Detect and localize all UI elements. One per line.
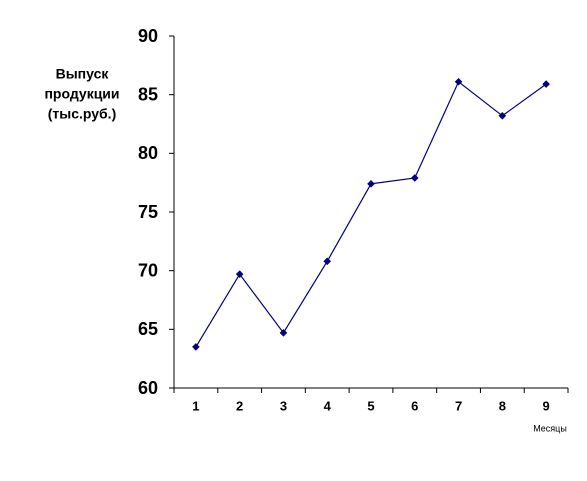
y-tick-label: 90 xyxy=(138,26,158,46)
point xyxy=(323,257,332,266)
x-tick-label: 8 xyxy=(499,398,506,413)
point xyxy=(542,80,550,88)
point xyxy=(410,174,419,182)
point xyxy=(279,329,288,337)
x-tick-label: 1 xyxy=(192,398,199,413)
y-tick-label: 65 xyxy=(138,319,158,339)
point xyxy=(235,270,244,278)
y-axis-label: продукции xyxy=(44,86,119,102)
series-line xyxy=(195,80,547,348)
x-tick-label: 7 xyxy=(455,398,462,413)
x-tick-label: 6 xyxy=(411,398,418,413)
y-axis-label: Выпуск xyxy=(56,66,110,82)
x-axis-label: Месяцы xyxy=(533,423,567,433)
x-tick-label: 3 xyxy=(280,398,287,413)
x-tick-label: 9 xyxy=(542,398,549,413)
point xyxy=(498,111,507,120)
y-tick-label: 75 xyxy=(138,202,158,222)
x-tick-label: 2 xyxy=(236,398,243,413)
point xyxy=(367,180,375,188)
y-tick-label: 80 xyxy=(138,143,158,163)
y-axis-label: (тыс.руб.) xyxy=(48,106,117,122)
x-tick-label: 4 xyxy=(324,398,332,413)
point xyxy=(454,77,463,86)
y-tick-label: 85 xyxy=(138,84,158,104)
y-tick-label: 70 xyxy=(138,260,158,280)
x-tick-label: 5 xyxy=(367,398,374,413)
point xyxy=(192,343,200,351)
y-tick-label: 60 xyxy=(138,378,158,398)
